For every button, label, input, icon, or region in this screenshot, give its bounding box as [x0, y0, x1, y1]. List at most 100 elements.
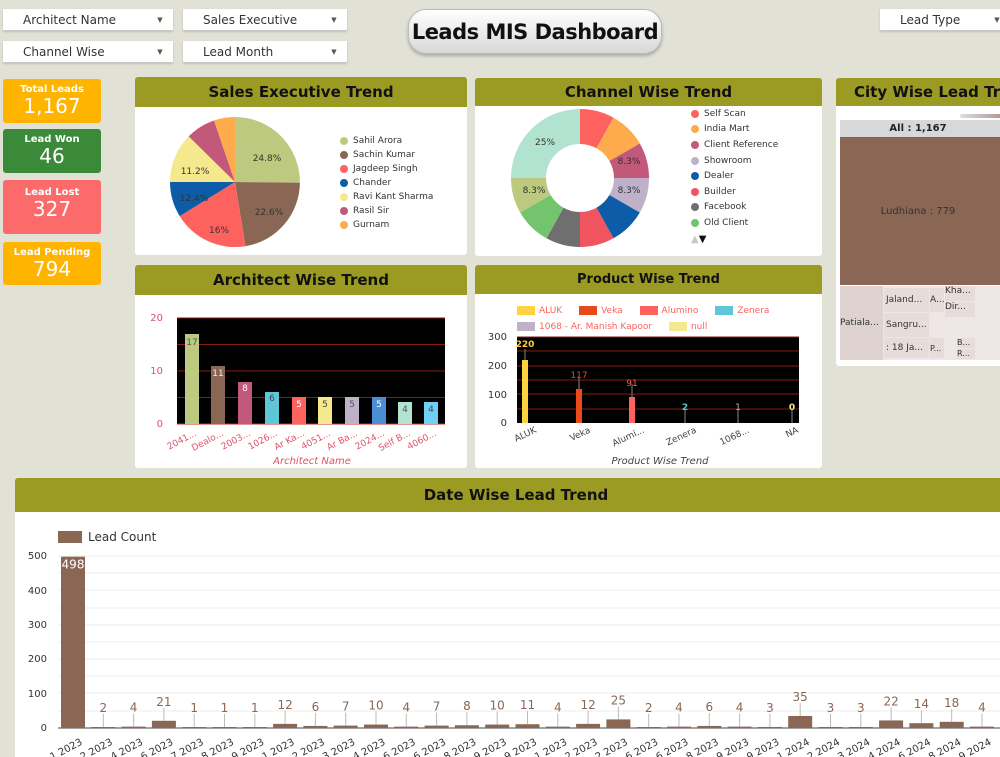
- bar[interactable]: [265, 392, 279, 424]
- bar[interactable]: [667, 726, 691, 728]
- treemap-root[interactable]: All : 1,167: [840, 120, 1000, 137]
- legend-item[interactable]: Sachin Kumar: [340, 148, 433, 162]
- legend-item[interactable]: null: [668, 322, 707, 332]
- bar[interactable]: [576, 723, 601, 728]
- pie-slice-gurnam[interactable]: [214, 117, 235, 182]
- treemap-cell-ludhiana[interactable]: Ludhiana : 779: [840, 137, 1000, 285]
- legend-item[interactable]: Rasil Sir: [340, 204, 433, 218]
- legend-item[interactable]: Dealer: [691, 168, 778, 184]
- bar[interactable]: [318, 397, 332, 424]
- donut-slice-other-large[interactable]: [511, 109, 580, 178]
- slicer-architect-name[interactable]: Architect Name ▼: [3, 9, 173, 31]
- pie-slice-sahil-arora[interactable]: [235, 117, 300, 183]
- treemap-cell[interactable]: Sangru...: [884, 313, 929, 337]
- bar[interactable]: [61, 556, 85, 728]
- bar[interactable]: [424, 725, 449, 728]
- bar[interactable]: [485, 724, 510, 728]
- bar[interactable]: [909, 723, 934, 728]
- bar[interactable]: [424, 402, 438, 424]
- treemap-cell[interactable]: B...: [957, 338, 975, 348]
- bar[interactable]: [398, 402, 412, 424]
- bar[interactable]: [242, 727, 267, 728]
- treemap-cell[interactable]: A...: [930, 288, 945, 312]
- bar[interactable]: [372, 397, 386, 424]
- bar[interactable]: [212, 727, 237, 728]
- slicer-lead-type[interactable]: Lead Type ▼: [880, 9, 1000, 31]
- pie-slice-ravi-kant-sharma[interactable]: [170, 136, 235, 182]
- bar[interactable]: [91, 727, 116, 728]
- legend-page-down-icon[interactable]: ▼: [698, 233, 707, 245]
- bar[interactable]: [697, 725, 722, 728]
- bar[interactable]: [757, 726, 782, 728]
- legend-item[interactable]: Ravi Kant Sharma: [340, 190, 433, 204]
- bar[interactable]: [303, 725, 328, 728]
- donut-slice-showroom[interactable]: [609, 178, 650, 213]
- bar[interactable]: [292, 397, 306, 424]
- donut-slice-self-scan[interactable]: [580, 109, 614, 149]
- treemap-cell[interactable]: R...: [957, 349, 975, 359]
- bar[interactable]: [185, 334, 199, 424]
- legend-item[interactable]: Veka: [579, 306, 623, 316]
- treemap-cell[interactable]: Dir...: [945, 302, 975, 317]
- bar[interactable]: [121, 726, 146, 728]
- legend-item[interactable]: Sahil Arora: [340, 134, 433, 148]
- donut-slice-other[interactable]: [510, 178, 551, 213]
- treemap-cell[interactable]: P...: [930, 338, 944, 358]
- pie-slice-jagdeep-singh[interactable]: [179, 182, 246, 248]
- treemap-cell[interactable]: Jaland...: [884, 288, 929, 312]
- donut-slice-client-reference[interactable]: [609, 143, 650, 179]
- bar[interactable]: [727, 726, 752, 728]
- bar[interactable]: [606, 719, 631, 728]
- bar[interactable]: [515, 724, 540, 728]
- bar[interactable]: [345, 397, 359, 424]
- donut-slice-builder[interactable]: [580, 207, 614, 247]
- treemap-cell[interactable]: : 18 Ja...: [884, 338, 929, 358]
- slicer-channel-wise[interactable]: Channel Wise ▼: [3, 41, 173, 63]
- pie-slice-rasil-sir[interactable]: [188, 120, 235, 183]
- donut-slice-old-client[interactable]: [520, 195, 564, 239]
- pie-slice-sachin-kumar[interactable]: [235, 182, 300, 247]
- treemap-scrollbar[interactable]: [960, 114, 1000, 118]
- bar[interactable]: [970, 726, 994, 728]
- legend-item[interactable]: Lead Count: [58, 530, 156, 544]
- donut-slice-facebook[interactable]: [546, 207, 581, 247]
- legend-item[interactable]: Gurnam: [340, 218, 433, 232]
- bar[interactable]: [636, 727, 661, 728]
- legend-item[interactable]: ALUK: [517, 306, 562, 316]
- legend-item[interactable]: Showroom: [691, 153, 778, 169]
- legend-page-up-icon[interactable]: ▲: [691, 233, 699, 245]
- bar[interactable]: [211, 366, 225, 424]
- legend-item[interactable]: Jagdeep Singh: [340, 162, 433, 176]
- treemap-cell[interactable]: Patiala...: [840, 286, 883, 360]
- legend-item[interactable]: Client Reference: [691, 137, 778, 153]
- bar[interactable]: [394, 726, 419, 728]
- treemap-cell[interactable]: Kha...: [945, 286, 975, 301]
- legend-item[interactable]: 1068 - Ar. Manish Kapoor: [517, 322, 652, 332]
- bar[interactable]: [364, 724, 388, 728]
- legend-item[interactable]: India Mart: [691, 122, 778, 138]
- donut-slice-dealer[interactable]: [596, 195, 640, 239]
- bar[interactable]: [939, 721, 964, 728]
- bar[interactable]: [879, 720, 904, 728]
- bar[interactable]: [151, 720, 176, 728]
- bar[interactable]: [818, 726, 843, 728]
- bar[interactable]: [848, 726, 873, 728]
- legend-item[interactable]: Self Scan: [691, 106, 778, 122]
- bar[interactable]: [333, 725, 358, 728]
- bar[interactable]: [576, 389, 582, 423]
- bar[interactable]: [273, 723, 298, 728]
- bar[interactable]: [788, 715, 813, 728]
- legend-item[interactable]: Builder: [691, 184, 778, 200]
- bar[interactable]: [454, 725, 479, 728]
- bar[interactable]: [182, 727, 207, 728]
- bar[interactable]: [522, 360, 528, 423]
- slicer-sales-executive[interactable]: Sales Executive ▼: [183, 9, 347, 31]
- bar[interactable]: [545, 726, 570, 728]
- legend-item[interactable]: Chander: [340, 176, 433, 190]
- bar[interactable]: [238, 382, 252, 424]
- pie-slice-chander[interactable]: [170, 182, 235, 217]
- donut-slice-india-mart[interactable]: [596, 117, 640, 161]
- legend-item[interactable]: Zenera: [715, 306, 769, 316]
- slicer-lead-month[interactable]: Lead Month ▼: [183, 41, 347, 63]
- legend-item[interactable]: Old Client: [691, 215, 778, 231]
